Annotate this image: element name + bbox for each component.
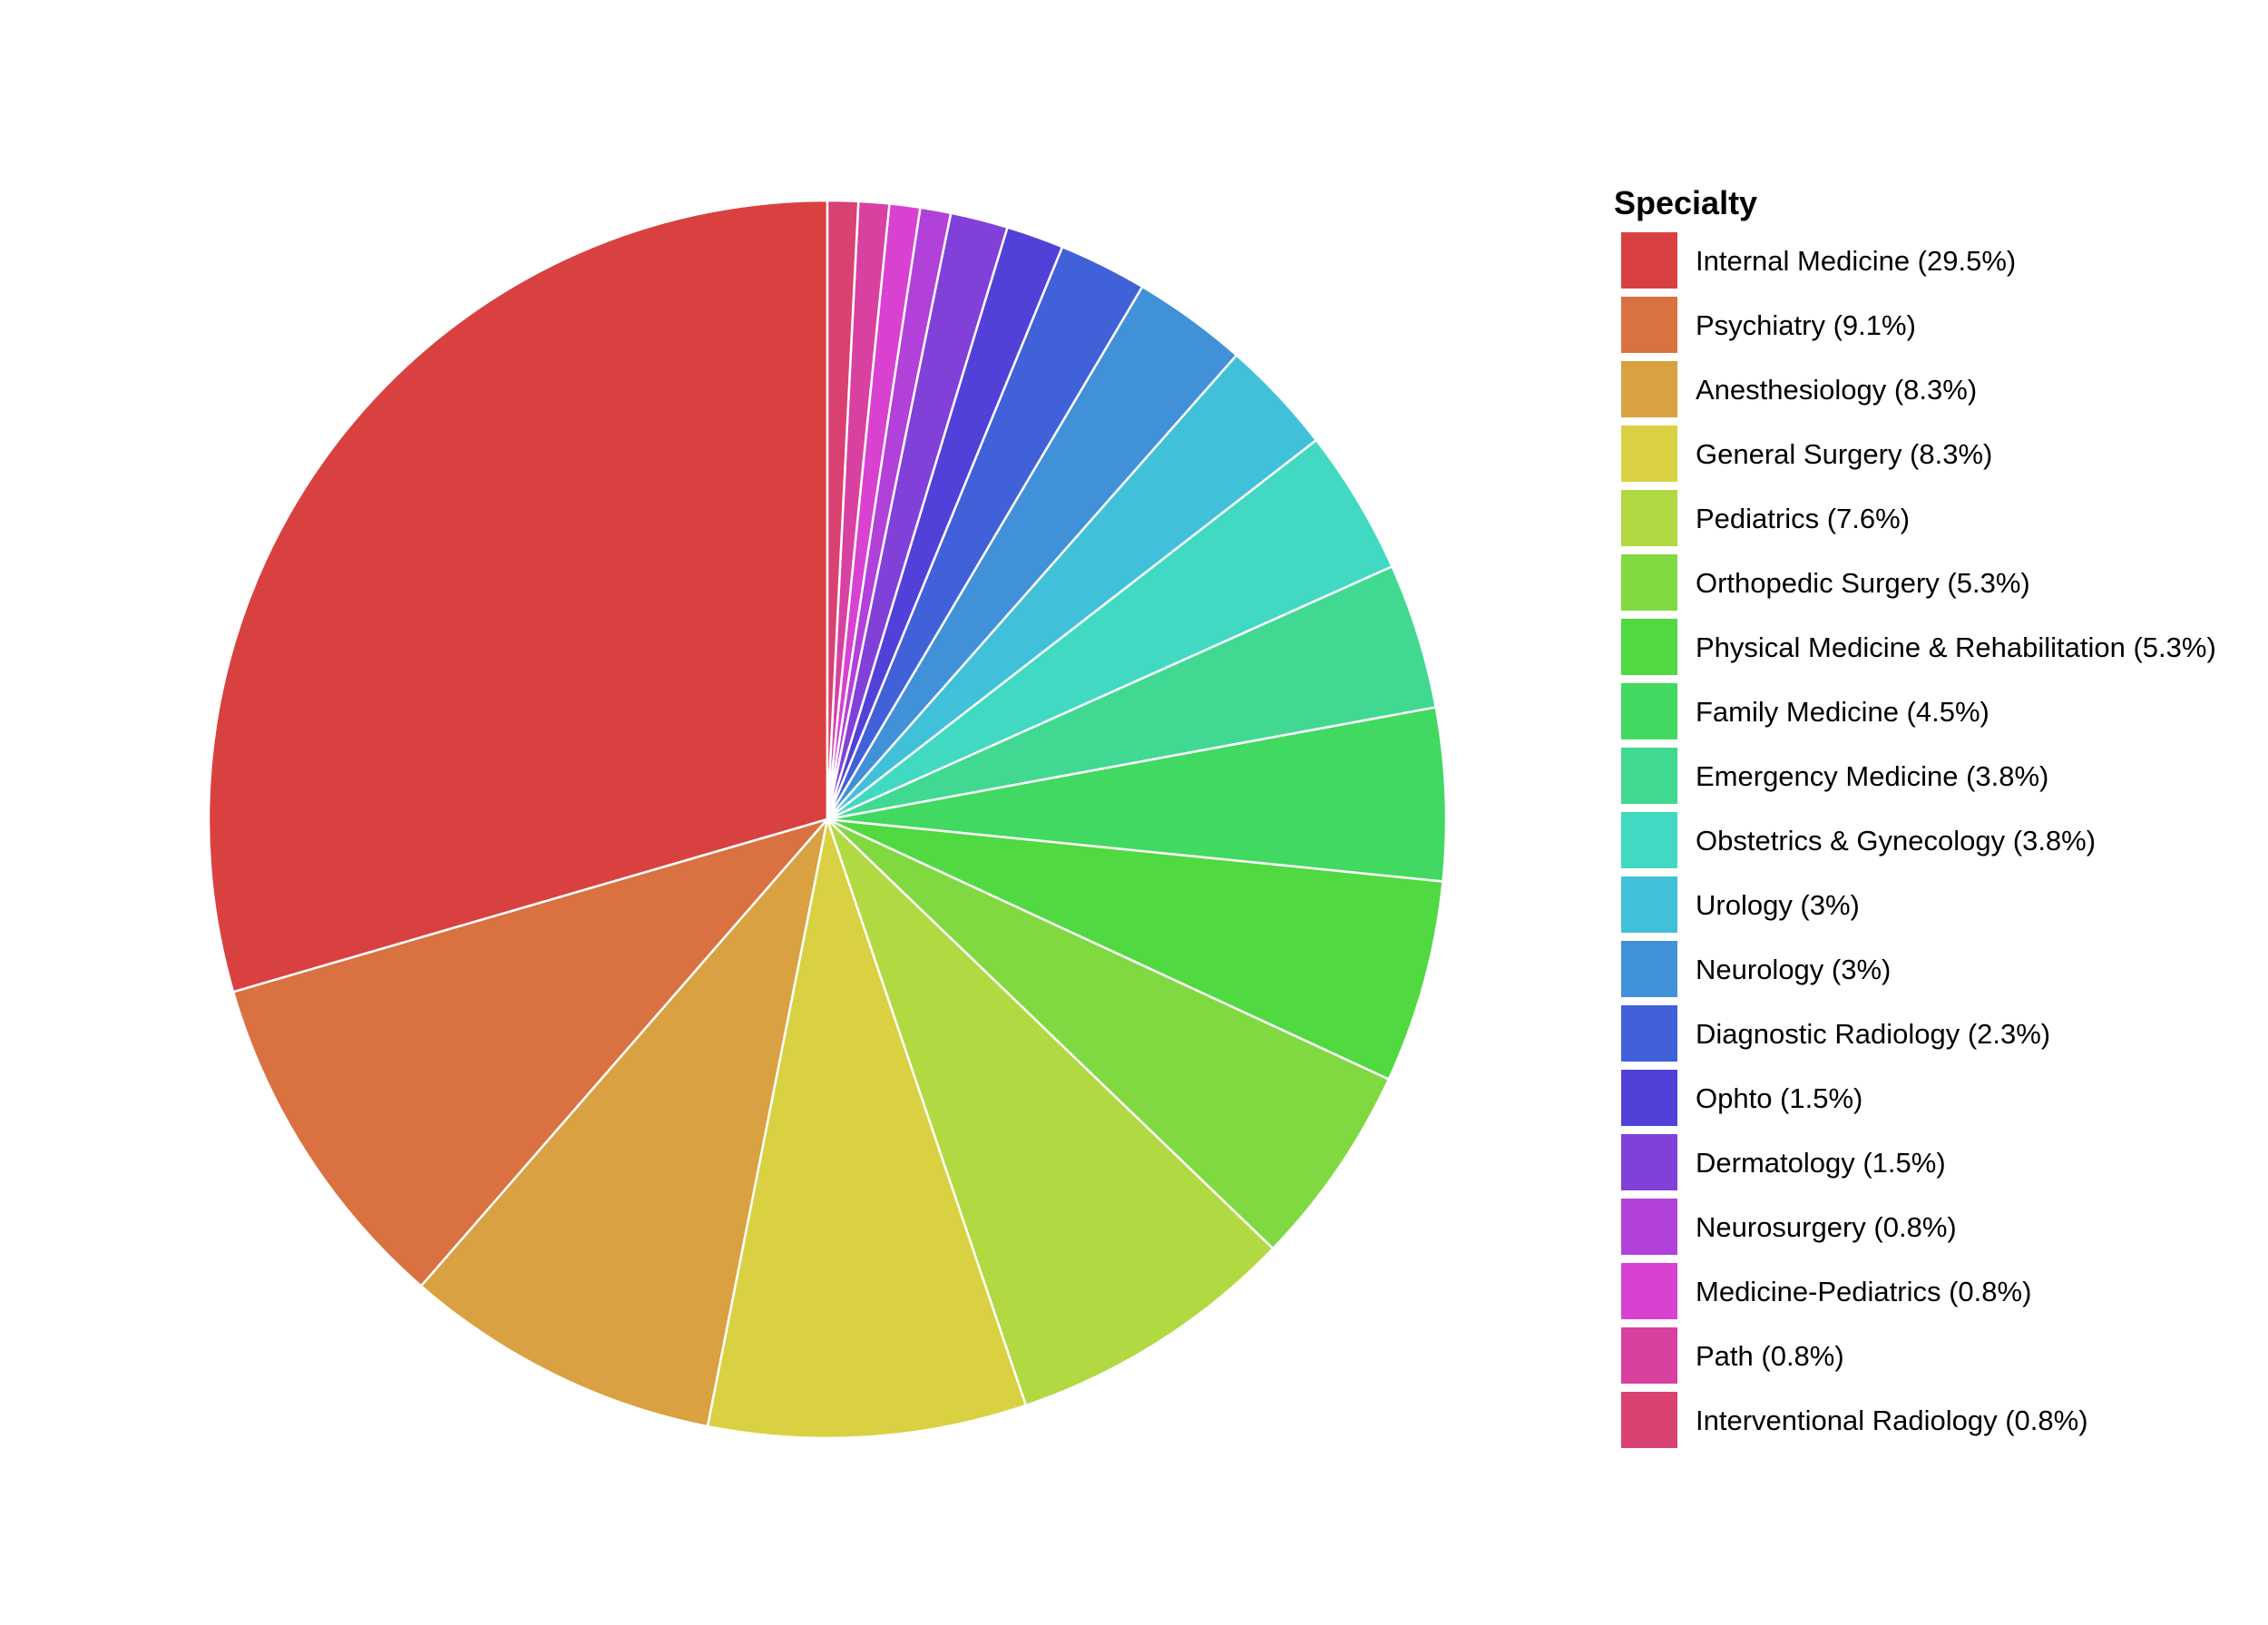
legend-swatch-urology xyxy=(1619,875,1679,935)
legend-swatch-internal-medicine xyxy=(1619,230,1679,290)
pie-slice-orthopedic-surgery xyxy=(826,817,1391,1250)
legend-item-urology: Urology (3%) xyxy=(1619,875,1860,935)
legend-swatch-dermatology xyxy=(1619,1132,1679,1192)
legend-item-medicine-pediatrics: Medicine-Pediatrics (0.8%) xyxy=(1619,1261,2031,1321)
legend-swatch-orthopedic-surgery xyxy=(1619,553,1679,612)
legend-label-diagnostic-radiology: Diagnostic Radiology (2.3%) xyxy=(1696,1018,2050,1050)
legend-swatch-pediatrics xyxy=(1619,488,1679,548)
legend-label-family-medicine: Family Medicine (4.5%) xyxy=(1696,696,1989,728)
legend-swatch-neurology xyxy=(1619,939,1679,999)
legend-item-path: Path (0.8%) xyxy=(1619,1326,1844,1385)
legend-label-path: Path (0.8%) xyxy=(1696,1340,1844,1372)
legend-swatch-diagnostic-radiology xyxy=(1619,1003,1679,1063)
legend-label-urology: Urology (3%) xyxy=(1696,889,1860,921)
legend-title: Specialty xyxy=(1614,184,1757,221)
legend-item-physical-medicine-rehabilitation: Physical Medicine & Rehabilitation (5.3%… xyxy=(1619,617,2216,677)
legend-label-pediatrics: Pediatrics (7.6%) xyxy=(1696,503,1910,534)
legend-item-emergency-medicine: Emergency Medicine (3.8%) xyxy=(1619,746,2048,806)
legend-label-ophto: Ophto (1.5%) xyxy=(1696,1082,1862,1114)
pie-slice-interventional-radiology xyxy=(826,199,860,821)
legend-label-interventional-radiology: Interventional Radiology (0.8%) xyxy=(1696,1405,2088,1436)
legend-swatch-path xyxy=(1619,1326,1679,1385)
legend-item-obstetrics-gynecology: Obstetrics & Gynecology (3.8%) xyxy=(1619,810,2096,870)
legend-swatch-medicine-pediatrics xyxy=(1619,1261,1679,1321)
legend-item-interventional-radiology: Interventional Radiology (0.8%) xyxy=(1619,1390,2088,1450)
legend-item-neurology: Neurology (3%) xyxy=(1619,939,1891,999)
legend-swatch-general-surgery xyxy=(1619,424,1679,484)
pie-slice-family-medicine xyxy=(826,706,1448,883)
legend-label-medicine-pediatrics: Medicine-Pediatrics (0.8%) xyxy=(1696,1276,2031,1307)
legend-label-orthopedic-surgery: Orthopedic Surgery (5.3%) xyxy=(1696,567,2030,599)
legend-label-psychiatry: Psychiatry (9.1%) xyxy=(1696,309,1916,341)
legend-item-psychiatry: Psychiatry (9.1%) xyxy=(1619,295,1916,355)
legend-item-internal-medicine: Internal Medicine (29.5%) xyxy=(1619,230,2016,290)
legend-item-diagnostic-radiology: Diagnostic Radiology (2.3%) xyxy=(1619,1003,2050,1063)
pie-slice-anesthesiology xyxy=(419,817,829,1428)
pie-slice-pediatrics xyxy=(826,817,1275,1407)
legend-swatch-anesthesiology xyxy=(1619,359,1679,419)
legend-item-neurosurgery: Neurosurgery (0.8%) xyxy=(1619,1197,1957,1257)
legend-swatch-psychiatry xyxy=(1619,295,1679,355)
legend-items: Internal Medicine (29.5%) Psychiatry (9.1… xyxy=(1619,230,2216,1450)
legend-item-pediatrics: Pediatrics (7.6%) xyxy=(1619,488,1910,548)
legend-swatch-family-medicine xyxy=(1619,681,1679,741)
legend-item-ophto: Ophto (1.5%) xyxy=(1619,1068,1862,1128)
legend-label-neurosurgery: Neurosurgery (0.8%) xyxy=(1696,1211,1957,1243)
legend-swatch-physical-medicine-rehabilitation xyxy=(1619,617,1679,677)
legend-swatch-ophto xyxy=(1619,1068,1679,1128)
pie-slice-general-surgery xyxy=(706,817,1028,1440)
legend-item-anesthesiology: Anesthesiology (8.3%) xyxy=(1619,359,1977,419)
legend-label-obstetrics-gynecology: Obstetrics & Gynecology (3.8%) xyxy=(1696,825,2096,857)
legend-label-emergency-medicine: Emergency Medicine (3.8%) xyxy=(1696,760,2048,792)
legend-swatch-obstetrics-gynecology xyxy=(1619,810,1679,870)
legend-item-general-surgery: General Surgery (8.3%) xyxy=(1619,424,1992,484)
legend-label-anesthesiology: Anesthesiology (8.3%) xyxy=(1696,374,1977,406)
legend-item-orthopedic-surgery: Orthopedic Surgery (5.3%) xyxy=(1619,553,2030,612)
legend-swatch-interventional-radiology xyxy=(1619,1390,1679,1450)
pie-slice-psychiatry xyxy=(231,817,829,1287)
legend-label-general-surgery: General Surgery (8.3%) xyxy=(1696,438,1992,470)
legend-label-neurology: Neurology (3%) xyxy=(1696,954,1891,985)
pie-slices xyxy=(207,199,1448,1440)
legend-item-dermatology: Dermatology (1.5%) xyxy=(1619,1132,1946,1192)
legend-label-dermatology: Dermatology (1.5%) xyxy=(1696,1147,1946,1179)
legend-item-family-medicine: Family Medicine (4.5%) xyxy=(1619,681,1989,741)
pie-slice-physical-medicine-rehabilitation xyxy=(826,817,1444,1081)
legend-swatch-emergency-medicine xyxy=(1619,746,1679,806)
legend-label-physical-medicine-rehabilitation: Physical Medicine & Rehabilitation (5.3%… xyxy=(1696,631,2216,663)
legend-label-internal-medicine: Internal Medicine (29.5%) xyxy=(1696,245,2016,277)
pie-slice-internal-medicine xyxy=(207,199,829,994)
legend-swatch-neurosurgery xyxy=(1619,1197,1679,1257)
legend: Specialty Internal Medicine (29.5%) Psych… xyxy=(1614,184,2216,1450)
